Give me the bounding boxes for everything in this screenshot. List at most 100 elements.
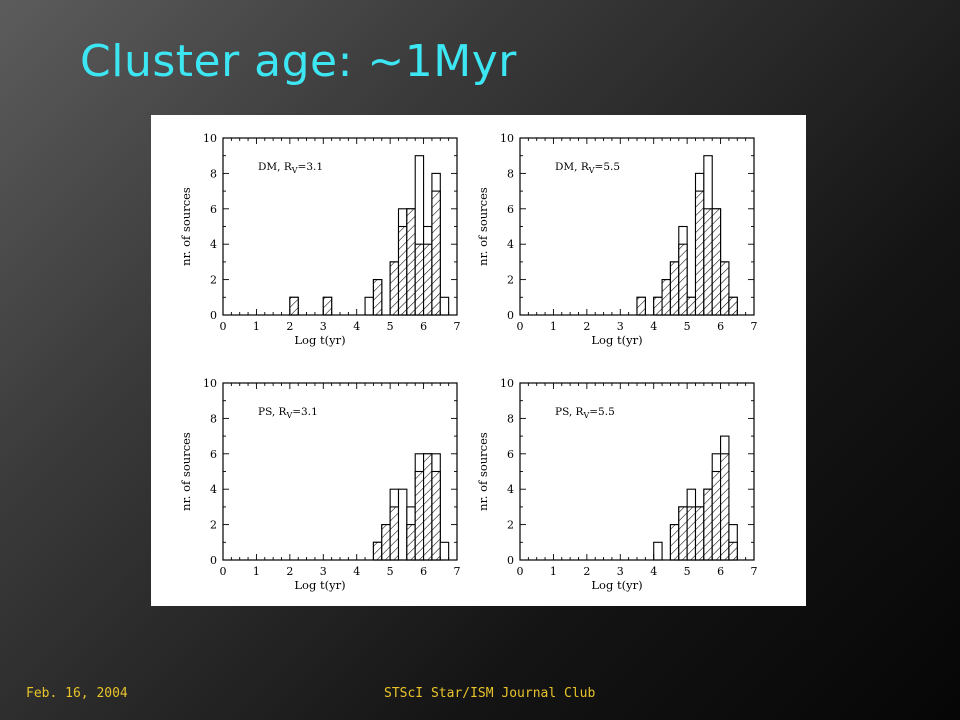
- histogram-panel-4: 0 1 2 3 4 5 6 7 0 2 4 6 8 10 Log t(yr) nr. of sources PS…: [476, 377, 758, 592]
- bar-hatched: [703, 488, 713, 561]
- bar-hatched: [728, 541, 738, 561]
- x-tick-label: 3: [320, 320, 327, 333]
- bar-hatched: [669, 524, 680, 561]
- bar-hatched: [669, 261, 680, 316]
- x-tick-label: 6: [420, 565, 427, 578]
- x-tick-label: 6: [717, 320, 724, 333]
- x-tick-label: 7: [454, 565, 461, 578]
- y-tick-label: 4: [210, 238, 217, 251]
- x-tick-label: 7: [751, 320, 758, 333]
- y-tick-label: 10: [203, 377, 217, 390]
- x-tick-label: 5: [684, 565, 691, 578]
- histogram-panel-3: 0 1 2 3 4 5 6 7 0 2 4 6 8 10 Log t(yr) nr. of sources PS…: [179, 377, 461, 592]
- y-axis-title: nr. of sources: [179, 432, 193, 511]
- x-tick-label: 1: [253, 565, 260, 578]
- x-tick-label: 0: [517, 565, 524, 578]
- bar-total: [439, 541, 450, 561]
- y-axis-title: nr. of sources: [476, 432, 490, 511]
- x-tick-label: 1: [550, 320, 557, 333]
- bar-hatched: [414, 243, 425, 316]
- bar-hatched: [661, 279, 671, 316]
- y-tick-label: 10: [500, 132, 514, 145]
- y-tick-label: 10: [500, 377, 514, 390]
- bar-hatched: [694, 506, 705, 561]
- bar-total: [653, 541, 663, 561]
- y-tick-label: 8: [507, 412, 514, 425]
- footer-journal-club: STScI Star/ISM Journal Club: [384, 686, 596, 701]
- x-tick-label: 3: [617, 565, 624, 578]
- bar-hatched: [703, 208, 713, 316]
- x-tick-label: 4: [650, 565, 657, 578]
- y-tick-label: 4: [507, 483, 514, 496]
- bar-hatched: [678, 243, 688, 316]
- y-tick-label: 2: [507, 274, 514, 287]
- bar-hatched: [720, 261, 730, 316]
- panel-label: PS, RV=3.1: [258, 406, 318, 420]
- panel-label: PS, RV=5.5: [555, 406, 615, 420]
- x-tick-label: 3: [320, 565, 327, 578]
- x-tick-label: 6: [420, 320, 427, 333]
- x-axis-title: Log t(yr): [294, 578, 345, 592]
- bar-hatched: [678, 506, 688, 561]
- histogram-panel-2: 0 1 2 3 4 5 6 7 0 2 4 6 8 10 Log t(yr) nr. of sources DM…: [476, 132, 758, 347]
- y-tick-label: 6: [507, 448, 514, 461]
- y-axis-title: nr. of sources: [179, 187, 193, 266]
- bar-hatched: [389, 261, 400, 316]
- x-tick-label: 2: [286, 320, 293, 333]
- footer-date: Feb. 16, 2004: [26, 686, 128, 701]
- x-tick-label: 1: [253, 320, 260, 333]
- x-tick-label: 2: [286, 565, 293, 578]
- y-tick-label: 0: [210, 309, 217, 322]
- x-tick-label: 4: [650, 320, 657, 333]
- x-tick-label: 0: [220, 320, 227, 333]
- histogram-panel-1: 0 1 2 3 4 5 6 7 0 2 4 6 8 10 Log t(yr) nr. of sources DM…: [179, 132, 461, 347]
- figure-panel: 0 1 2 3 4 5 6 7 0 2 4 6 8 10 Log t(yr) nr. of sources DM…: [151, 115, 806, 606]
- y-tick-label: 4: [507, 238, 514, 251]
- bar-hatched: [686, 506, 697, 561]
- y-tick-label: 8: [210, 167, 217, 180]
- x-tick-label: 5: [387, 320, 394, 333]
- y-tick-label: 6: [210, 448, 217, 461]
- y-tick-label: 6: [210, 203, 217, 216]
- x-tick-label: 5: [684, 320, 691, 333]
- bar-hatched: [686, 296, 697, 316]
- y-tick-label: 0: [507, 309, 514, 322]
- bar-hatched: [372, 541, 383, 561]
- bar-hatched: [728, 296, 738, 316]
- bar-total: [439, 296, 450, 316]
- bar-hatched: [431, 470, 441, 561]
- x-tick-label: 0: [517, 320, 524, 333]
- bar-total: [364, 296, 374, 316]
- x-axis-title: Log t(yr): [591, 578, 642, 592]
- x-tick-label: 4: [353, 565, 360, 578]
- bar-hatched: [322, 296, 333, 316]
- x-tick-label: 7: [751, 565, 758, 578]
- bar-hatched: [431, 190, 441, 316]
- x-axis-title: Log t(yr): [591, 333, 642, 347]
- bar-hatched: [423, 453, 433, 561]
- bar-hatched: [423, 243, 433, 316]
- bar-hatched: [397, 225, 408, 316]
- bar-hatched: [653, 296, 663, 316]
- bar-hatched: [289, 296, 299, 316]
- x-tick-label: 6: [717, 565, 724, 578]
- slide-title: Cluster age: ~1Myr: [80, 36, 517, 87]
- bar-hatched: [711, 208, 722, 316]
- y-tick-label: 2: [507, 519, 514, 532]
- y-tick-label: 10: [203, 132, 217, 145]
- bar-hatched: [414, 470, 425, 561]
- bar-hatched: [711, 470, 722, 561]
- bar-total: [397, 488, 408, 561]
- bar-hatched: [720, 453, 730, 561]
- y-axis-title: nr. of sources: [476, 187, 490, 266]
- x-tick-label: 3: [617, 320, 624, 333]
- x-tick-label: 0: [220, 565, 227, 578]
- y-tick-label: 0: [507, 554, 514, 567]
- panel-label: DM, RV=3.1: [258, 161, 323, 175]
- x-tick-label: 7: [454, 320, 461, 333]
- panel-label: DM, RV=5.5: [555, 161, 620, 175]
- bar-hatched: [381, 524, 391, 561]
- y-tick-label: 2: [210, 274, 217, 287]
- bar-hatched: [389, 506, 400, 561]
